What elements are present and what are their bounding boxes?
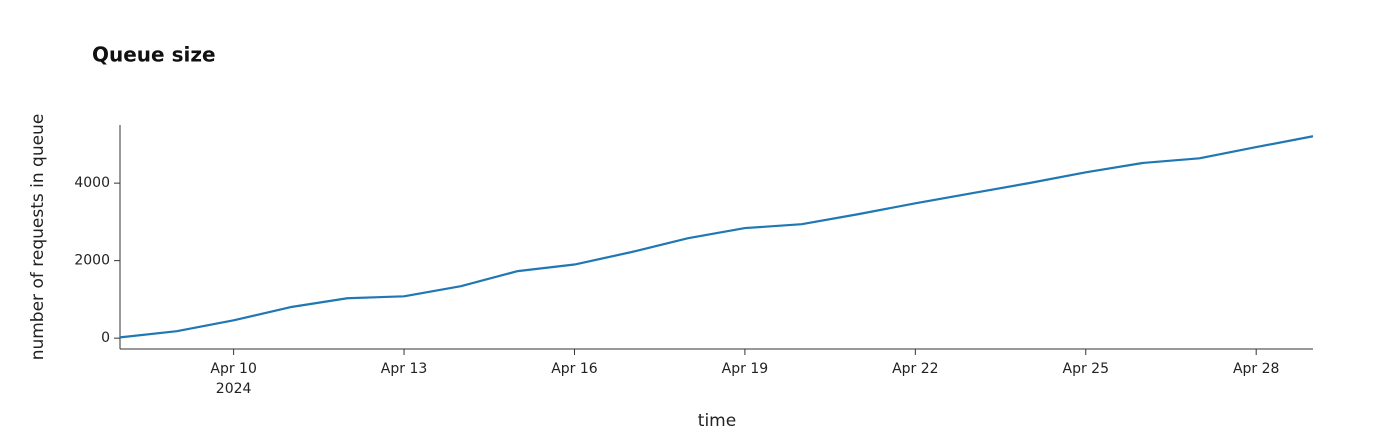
y-tick-label: 4000 bbox=[74, 175, 110, 191]
y-tick-label: 0 bbox=[101, 330, 110, 346]
x-axis-title: time bbox=[698, 411, 736, 431]
x-tick-label: Apr 10 bbox=[210, 361, 256, 377]
x-tick-year: 2024 bbox=[216, 381, 252, 397]
y-axis-title: number of requests in queue bbox=[28, 114, 48, 361]
x-tick-label: Apr 13 bbox=[381, 361, 427, 377]
x-tick-label: Apr 28 bbox=[1233, 361, 1279, 377]
x-tick-label: Apr 19 bbox=[722, 361, 768, 377]
x-tick-label: Apr 25 bbox=[1063, 361, 1109, 377]
x-tick-label: Apr 22 bbox=[892, 361, 938, 377]
chart-title: Queue size bbox=[92, 43, 216, 67]
line-series bbox=[119, 135, 1314, 339]
y-tick-label: 2000 bbox=[74, 253, 110, 269]
x-tick-label: Apr 16 bbox=[551, 361, 598, 377]
